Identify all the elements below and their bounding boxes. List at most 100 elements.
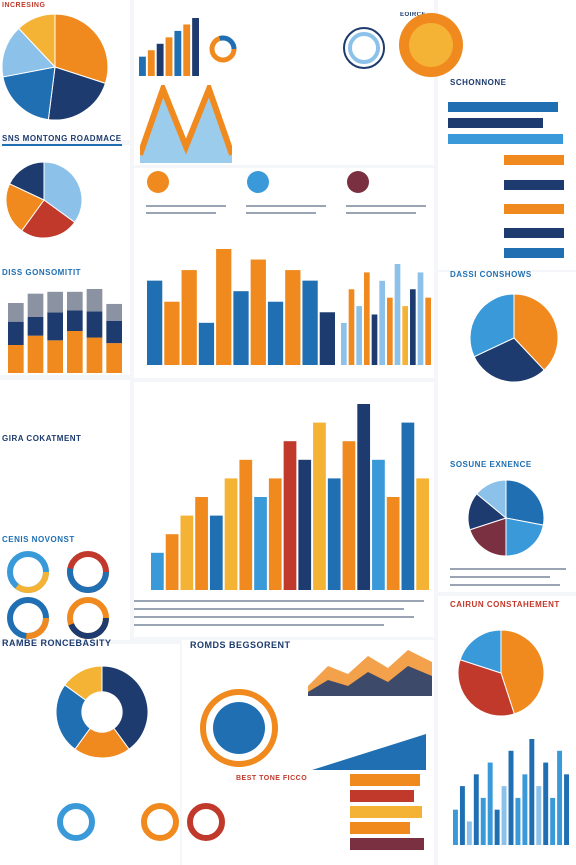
bar-chart-top-small	[139, 18, 199, 76]
text-line	[146, 205, 226, 207]
donut-bottom	[57, 803, 95, 841]
area-chart-bottom-center	[308, 650, 432, 696]
donut-hole	[81, 691, 123, 733]
bar	[466, 821, 472, 845]
text-line	[450, 576, 550, 578]
pie-chart-bottom-right	[457, 629, 545, 717]
bar	[536, 786, 542, 845]
bar	[357, 404, 371, 590]
stacked-bar-segment	[47, 291, 63, 313]
stacked-bar-segment	[86, 337, 103, 373]
bar	[147, 50, 155, 76]
right-bottom-banner: CAIRUN CONSTAHEMENT	[450, 600, 560, 609]
stacked-bar-segment	[27, 317, 44, 336]
bar	[327, 478, 341, 590]
bar	[416, 478, 429, 590]
pie-chart-top-left	[1, 13, 109, 121]
bar	[313, 422, 326, 590]
bar	[402, 306, 408, 365]
panel-left-lower	[0, 380, 130, 640]
bar	[387, 297, 393, 365]
pie-slice	[101, 665, 149, 750]
pie-slice	[500, 629, 545, 715]
bar	[473, 774, 479, 845]
pie-slice	[457, 659, 515, 717]
bar	[543, 762, 549, 845]
stacked-bar-segment	[8, 321, 24, 345]
text-line	[450, 584, 560, 586]
center-orange-tag: BEST TONE FICCO	[236, 775, 308, 782]
bar-chart-center-a	[147, 249, 335, 365]
pie-slice	[43, 161, 83, 224]
pie-slice	[459, 629, 502, 674]
stacked-bar-segment	[47, 312, 63, 341]
bar	[180, 515, 194, 590]
left-bottom-title: RAMBE RONCEBASITY	[2, 638, 112, 648]
pie-slice	[469, 293, 515, 358]
triangle-area	[312, 734, 426, 770]
pie-chart-right-mid	[469, 293, 559, 383]
horizontal-bars-right	[448, 102, 564, 258]
bar	[356, 306, 362, 365]
stacked-bar-chart-left	[8, 289, 122, 373]
bar	[371, 314, 378, 365]
bar	[216, 249, 232, 365]
text-line	[346, 205, 426, 207]
pie-slice	[505, 479, 545, 526]
bar	[174, 30, 182, 76]
donut-mid	[200, 689, 278, 767]
circle-badge	[399, 13, 463, 77]
stacked-bar-segment	[67, 331, 83, 373]
bar	[341, 322, 347, 365]
bar	[417, 272, 424, 365]
bar	[239, 459, 253, 590]
pie-slice	[18, 13, 56, 69]
pie-slice	[20, 199, 76, 239]
bar	[386, 497, 400, 590]
stacked-bar-segment	[47, 340, 63, 373]
left-mid-banner: DISS GONSOMITIT	[2, 268, 82, 277]
bar	[550, 797, 556, 845]
bar	[529, 739, 535, 845]
bar	[564, 774, 569, 845]
pie-slice	[513, 293, 559, 371]
bar	[209, 515, 223, 590]
divider	[2, 144, 122, 146]
text-line	[246, 205, 326, 207]
area-fill	[140, 89, 232, 163]
ring-gauge	[343, 27, 385, 69]
stacked-bar-segment	[86, 289, 103, 312]
top-left-small-heading: INCRESING	[2, 2, 46, 9]
pie-chart-left-mid	[5, 161, 83, 239]
text-line	[134, 608, 404, 610]
stacked-bar-segment	[106, 343, 122, 373]
pie-slice	[54, 13, 109, 85]
pie-slice	[47, 66, 107, 121]
stacked-bar-segment	[106, 320, 122, 344]
circle-label: EOIRCE	[400, 12, 427, 18]
donut-ring	[209, 35, 237, 63]
pie-slice	[1, 27, 56, 78]
circle-icon	[347, 171, 369, 193]
bar	[183, 24, 191, 76]
top-left-banner: SNS MONTONG ROADMACE	[2, 134, 122, 143]
pie-slice	[476, 479, 507, 520]
stacked-bar-segment	[106, 303, 122, 321]
stacked-bar-segment	[86, 311, 103, 338]
bar	[192, 18, 199, 76]
bar	[557, 750, 563, 845]
bar	[342, 441, 356, 590]
donut-bottom	[187, 803, 225, 841]
pie-slice	[2, 66, 56, 121]
stacked-bar-segment	[8, 345, 24, 373]
bar	[233, 291, 249, 365]
line-series	[140, 85, 232, 156]
bar	[165, 37, 173, 76]
pie-slice	[8, 161, 45, 201]
stacked-bar-segment	[27, 293, 44, 317]
center-donut-title: ROMDS BEGSORENT	[190, 640, 291, 650]
bar	[224, 478, 238, 590]
bar	[254, 497, 267, 590]
text-line	[450, 568, 566, 570]
bar	[283, 441, 297, 590]
